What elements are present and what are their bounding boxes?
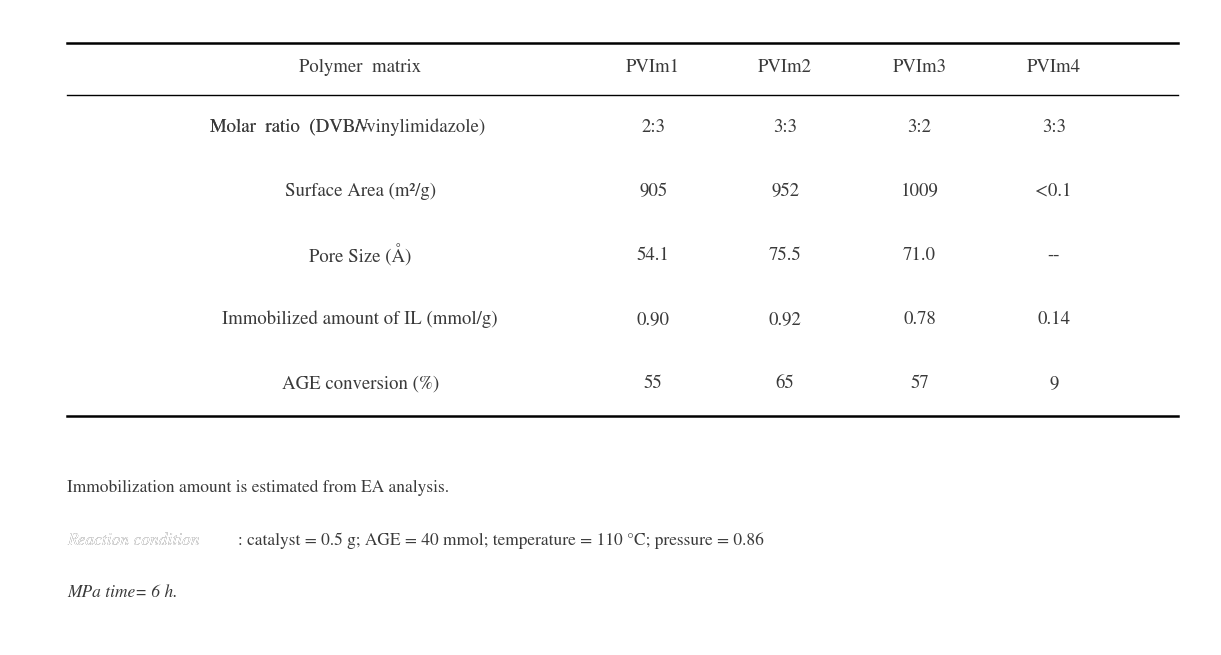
- Text: Molar  ratio  (DVB/N-vinylimidazole): Molar ratio (DVB/N-vinylimidazole): [216, 119, 504, 136]
- Text: Molar  ratio  (DVB/: Molar ratio (DVB/: [210, 119, 360, 136]
- Text: Surface Area (m²/g): Surface Area (m²/g): [284, 183, 436, 200]
- Text: Pore Size (Å): Pore Size (Å): [309, 244, 411, 267]
- Text: Polymer  matrix: Polymer matrix: [299, 59, 421, 76]
- Text: 0.14: 0.14: [1037, 311, 1071, 328]
- Text: 54.1: 54.1: [637, 247, 669, 264]
- Text: 952: 952: [770, 183, 800, 200]
- Text: --: --: [1048, 247, 1060, 264]
- Text: : catalyst = 0.5 g; AGE = 40 mmol; temperature = 110 °C; pressure = 0.86: : catalyst = 0.5 g; AGE = 40 mmol; tempe…: [238, 532, 764, 549]
- Text: PVIm3: PVIm3: [893, 59, 946, 76]
- Text: 3:3: 3:3: [773, 119, 797, 136]
- Text: 1009: 1009: [900, 183, 939, 200]
- Text: 55: 55: [643, 375, 663, 392]
- Text: Molar  ratio  (DVB/N-vinylimidazole): Molar ratio (DVB/N-vinylimidazole): [216, 119, 504, 136]
- Text: 3:3: 3:3: [1042, 119, 1066, 136]
- Text: 71.0: 71.0: [902, 247, 937, 264]
- Text: 0.78: 0.78: [904, 311, 935, 328]
- Text: 65: 65: [775, 375, 795, 392]
- Text: 57: 57: [910, 375, 929, 392]
- Text: PVIm1: PVIm1: [626, 59, 680, 76]
- Text: MPa time= 6 h.: MPa time= 6 h.: [67, 584, 178, 601]
- Text: 0.92: 0.92: [769, 311, 801, 328]
- Text: Molar  ratio  (DVB/: Molar ratio (DVB/: [210, 119, 360, 136]
- Text: 905: 905: [639, 183, 668, 200]
- Text: Reaction condition: Reaction condition: [67, 532, 200, 549]
- Text: Reaction condition: Reaction condition: [67, 532, 200, 549]
- Text: 75.5: 75.5: [769, 247, 801, 264]
- Text: 0.90: 0.90: [636, 311, 670, 328]
- Text: PVIm2: PVIm2: [758, 59, 812, 76]
- Text: 3:2: 3:2: [907, 119, 932, 136]
- Text: Immobilized amount of IL (mmol/g): Immobilized amount of IL (mmol/g): [222, 311, 498, 328]
- Text: -vinylimidazole): -vinylimidazole): [360, 119, 486, 136]
- Text: AGE conversion (%): AGE conversion (%): [282, 375, 438, 392]
- Text: 2:3: 2:3: [641, 119, 665, 136]
- Text: N: N: [354, 118, 366, 136]
- Text: 9: 9: [1049, 375, 1059, 392]
- Text: <0.1: <0.1: [1035, 183, 1072, 200]
- Text: Immobilization amount is estimated from EA analysis.: Immobilization amount is estimated from …: [67, 480, 449, 496]
- Text: PVIm4: PVIm4: [1027, 59, 1081, 76]
